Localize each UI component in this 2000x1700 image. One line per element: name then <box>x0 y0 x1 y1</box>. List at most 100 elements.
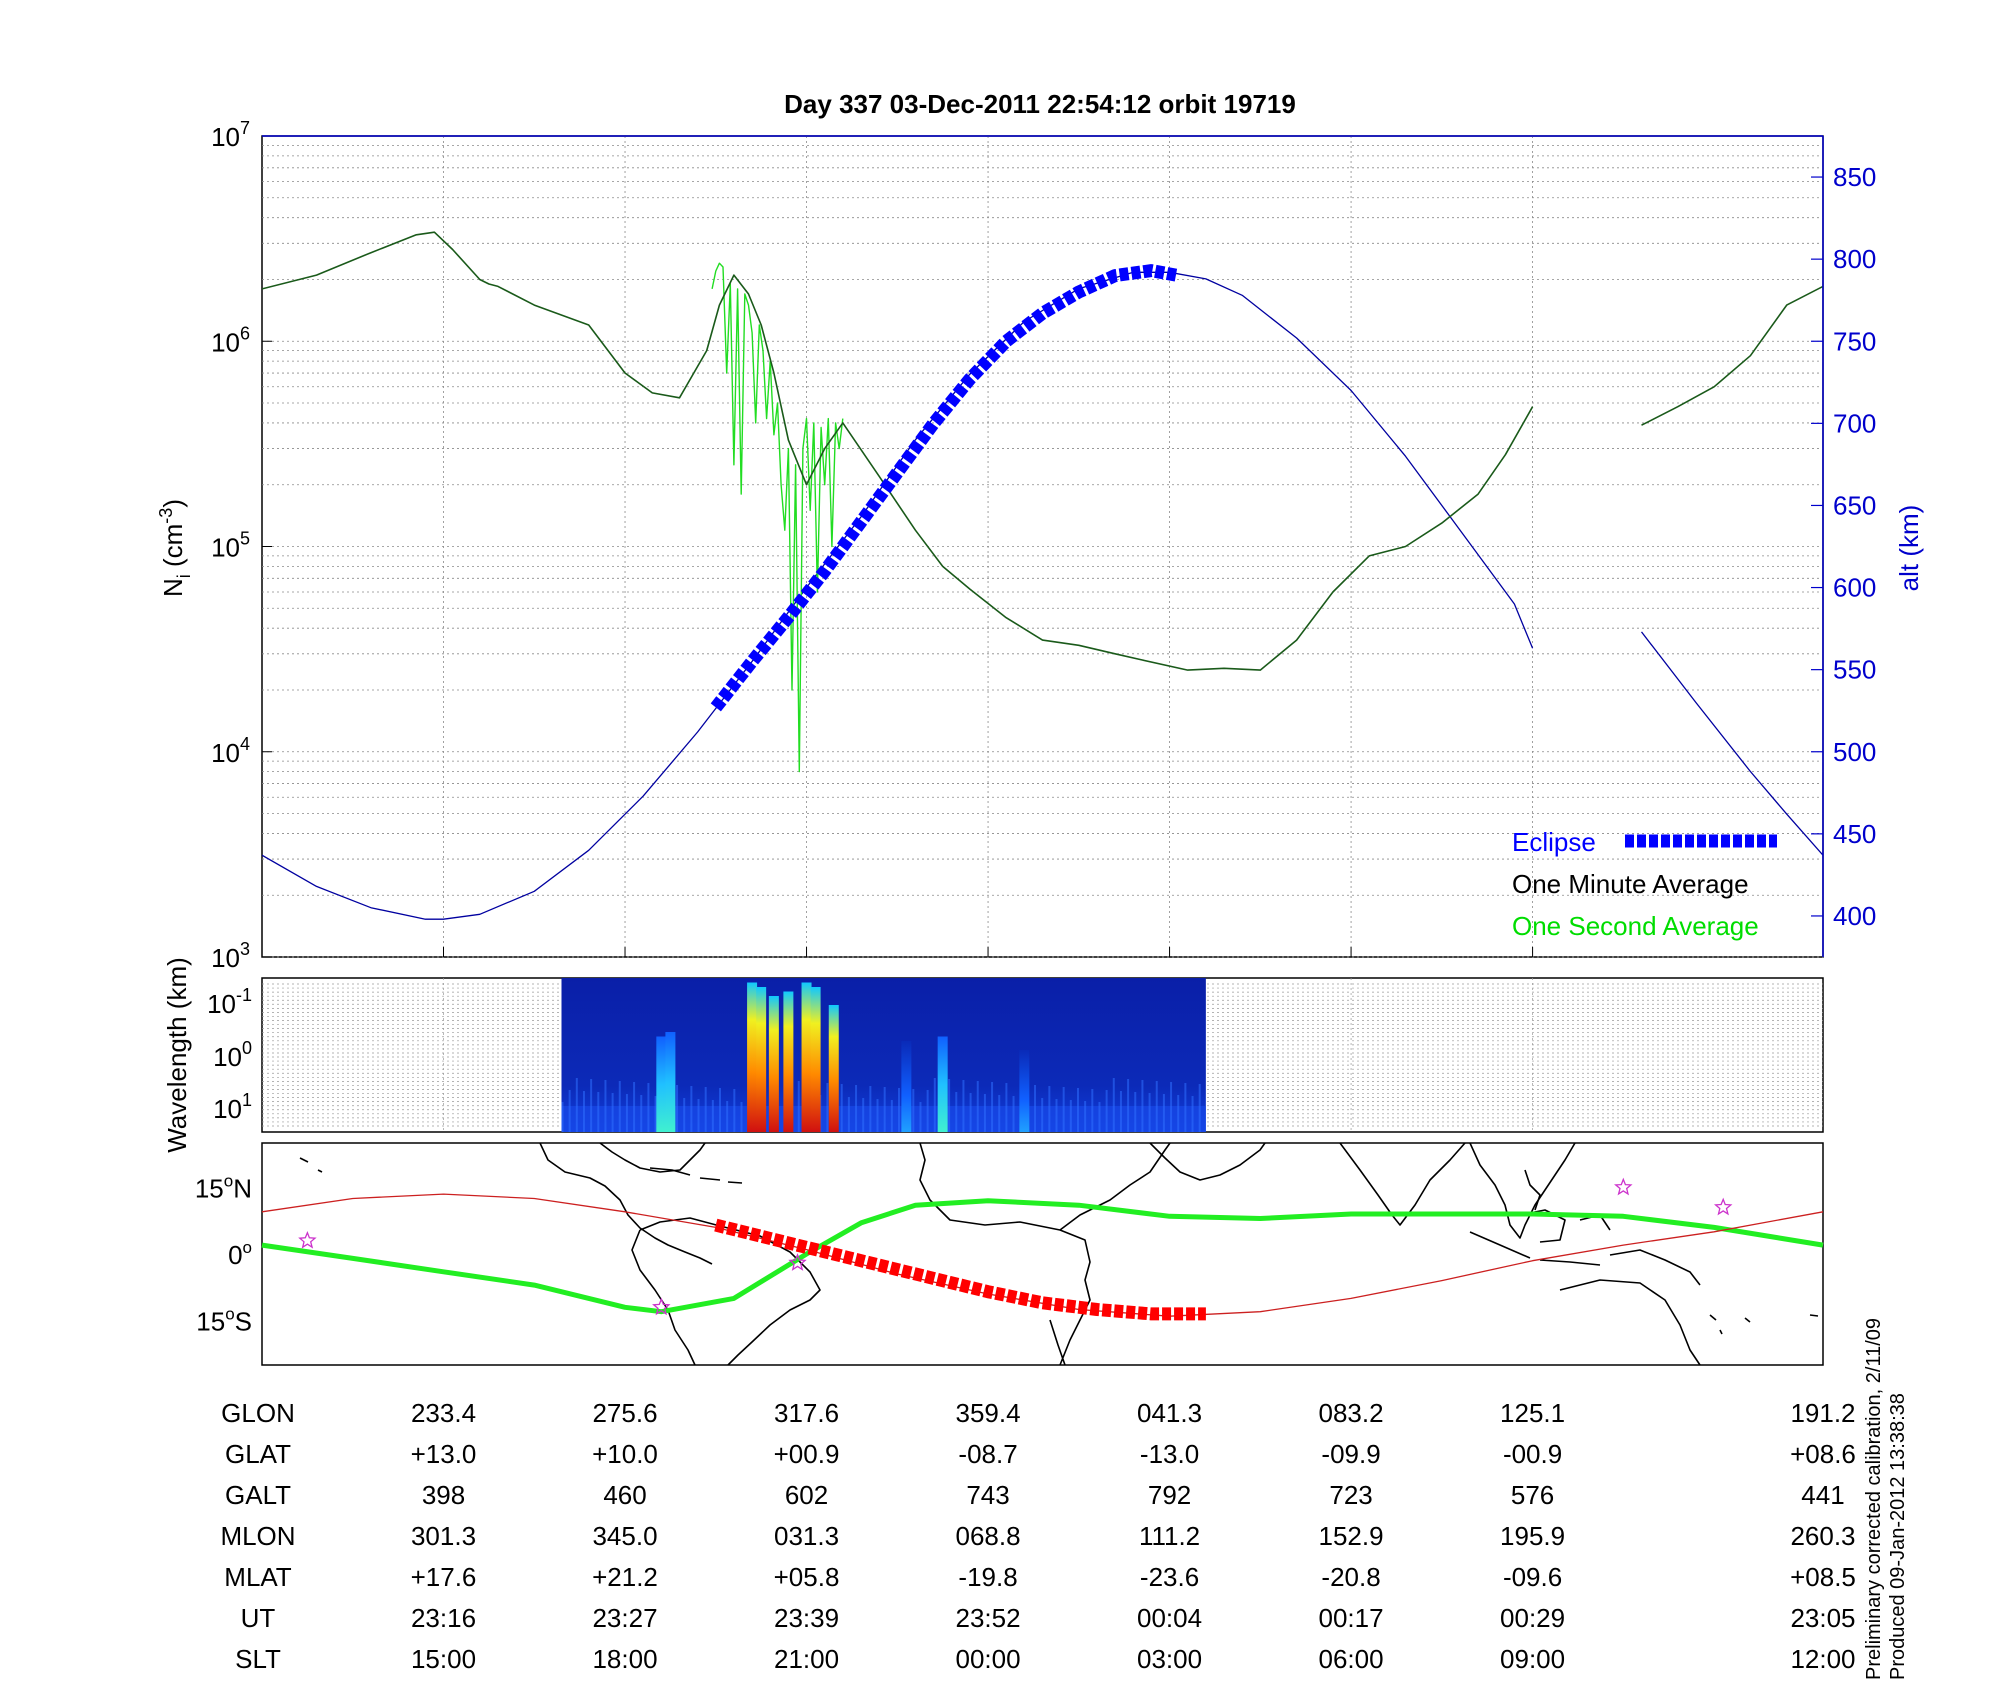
spectrogram-striation <box>919 1102 922 1132</box>
spectrogram-striation <box>991 1082 994 1132</box>
table-cell: +08.5 <box>1790 1562 1856 1592</box>
spectrogram-striation <box>912 1089 915 1132</box>
table-cell: +17.6 <box>411 1562 477 1592</box>
spectrogram-striation <box>1170 1082 1173 1132</box>
spectrogram-burst <box>801 982 812 1132</box>
table-cell: 23:16 <box>411 1603 476 1633</box>
star-marker <box>788 1253 807 1271</box>
side-note-line1: Preliminary corrected calibration, 2/11/… <box>1863 1318 1885 1680</box>
coastline-philippines <box>1524 1169 1541 1211</box>
table-cell: +13.0 <box>411 1439 477 1469</box>
table-cell: 041.3 <box>1137 1398 1202 1428</box>
table-cell: +21.2 <box>592 1562 658 1592</box>
spectrogram-striation <box>1127 1079 1130 1132</box>
spectrogram-striation <box>590 1079 593 1132</box>
table-cell: 00:04 <box>1137 1603 1202 1633</box>
table-cell: 00:29 <box>1500 1603 1565 1633</box>
spectrogram-striation <box>855 1085 858 1132</box>
altitude-ytick-label: 700 <box>1833 408 1876 438</box>
spectrogram-striation <box>697 1099 700 1132</box>
table-cell: 09:00 <box>1500 1644 1565 1674</box>
altitude-ytick-label: 400 <box>1833 901 1876 931</box>
table-cell: -00.9 <box>1503 1439 1562 1469</box>
spectrogram-striation <box>1134 1092 1137 1132</box>
spectrogram-striation <box>876 1099 879 1132</box>
table-cell: 345.0 <box>592 1521 657 1551</box>
spectrogram-striation <box>1184 1083 1187 1132</box>
latitude-ytick-label: 0o <box>228 1238 252 1270</box>
spectrogram-striation <box>826 1083 829 1132</box>
spectrogram-striation <box>890 1100 893 1132</box>
legend-minute-label: One Minute Average <box>1512 869 1749 899</box>
altitude-series <box>262 271 1534 920</box>
table-cell: 06:00 <box>1319 1644 1384 1674</box>
altitude-ytick-label: 500 <box>1833 737 1876 767</box>
spectrogram-striation <box>1198 1084 1201 1132</box>
spectrogram-burst <box>665 1032 676 1132</box>
table-cell: 00:00 <box>956 1644 1021 1674</box>
spectrogram-burst <box>828 1005 839 1132</box>
magnetic-equator-track <box>261 1198 1824 1315</box>
table-cell: 125.1 <box>1500 1398 1565 1428</box>
spectrogram-striation <box>998 1095 1001 1132</box>
spectrogram-striation <box>969 1093 972 1132</box>
spectrogram-striation <box>683 1098 686 1132</box>
spectrogram-striation <box>1041 1098 1044 1132</box>
density-ytick-label: 107 <box>211 118 250 152</box>
spectrogram-striation <box>690 1086 693 1132</box>
spectrogram-striation <box>640 1095 643 1132</box>
legend-second-label: One Second Average <box>1512 911 1759 941</box>
spectrogram-striation <box>869 1086 872 1132</box>
table-row-label: MLON <box>220 1521 295 1551</box>
table-cell: +08.6 <box>1790 1439 1856 1469</box>
star-marker <box>1713 1197 1733 1216</box>
table-cell: 275.6 <box>592 1398 657 1428</box>
table-cell: 441 <box>1801 1480 1844 1510</box>
spectrogram-striation <box>1162 1094 1165 1132</box>
spectrogram-striation <box>1012 1096 1015 1132</box>
density-panel: 103 104 105 106 107 400 450 500 550 600 650 700 750… <box>156 118 1924 973</box>
table-cell: 23:27 <box>592 1603 657 1633</box>
table-cell: -09.6 <box>1503 1562 1562 1592</box>
table-cell: 398 <box>422 1480 465 1510</box>
table-row-label: UT <box>241 1603 276 1633</box>
spectrogram-striation <box>604 1080 607 1132</box>
spectrogram-panel: 10-1 100 101 Wavelength (km) <box>162 957 1824 1153</box>
coastline-india <box>1339 1142 1466 1226</box>
table-cell: 576 <box>1511 1480 1554 1510</box>
spectrogram-striation <box>1076 1088 1079 1132</box>
table-cell: 743 <box>966 1480 1009 1510</box>
coastline-caribbean <box>649 1167 743 1184</box>
table-row-label: GLAT <box>225 1439 291 1469</box>
spectrogram-striation <box>926 1090 929 1132</box>
spectrogram-striation <box>1034 1085 1037 1132</box>
spectrogram-striation <box>1119 1091 1122 1132</box>
spectrogram-striation <box>883 1087 886 1132</box>
table-row-label: GALT <box>225 1480 291 1510</box>
table-cell: 12:00 <box>1790 1644 1855 1674</box>
density-ytick-label: 106 <box>211 323 250 357</box>
spectrogram-striation <box>1155 1081 1158 1132</box>
spectrogram-striation <box>1098 1102 1101 1132</box>
table-cell: 460 <box>603 1480 646 1510</box>
coastline-indonesia <box>1469 1209 1611 1266</box>
spectrogram-striation <box>618 1081 621 1132</box>
coastline-pacific-islands <box>299 1157 1819 1335</box>
table-cell: 23:05 <box>1790 1603 1855 1633</box>
coastline-southeast-asia <box>1469 1142 1576 1239</box>
spectrogram-striation <box>1191 1096 1194 1132</box>
spectrogram-burst <box>937 1036 948 1132</box>
table-cell: 195.9 <box>1500 1521 1565 1551</box>
table-cell: 15:00 <box>411 1644 476 1674</box>
spectrogram-striation <box>633 1082 636 1132</box>
spectrogram-ylabel: Wavelength (km) <box>162 957 192 1153</box>
spectrogram-striation <box>862 1098 865 1132</box>
table-cell: -23.6 <box>1140 1562 1199 1592</box>
table-cell: 23:52 <box>956 1603 1021 1633</box>
star-marker <box>1614 1177 1633 1196</box>
table-cell: -13.0 <box>1140 1439 1199 1469</box>
spectrogram-striation <box>1148 1093 1151 1132</box>
spectrogram-burst <box>901 1041 912 1132</box>
altitude-ytick-label: 850 <box>1833 162 1876 192</box>
table-cell: 317.6 <box>774 1398 839 1428</box>
